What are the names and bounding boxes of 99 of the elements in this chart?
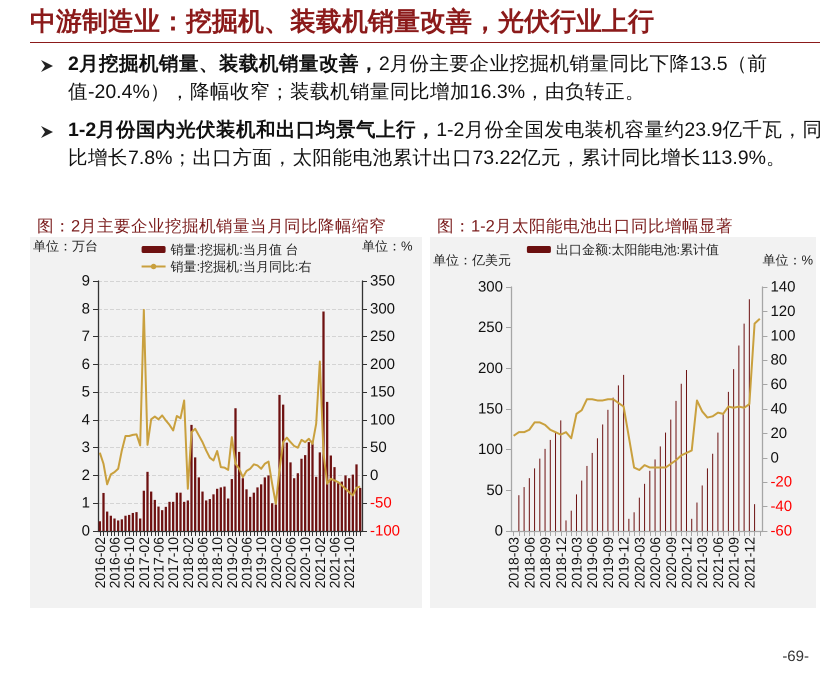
bar [110, 516, 112, 531]
y2-tick-label: -40 [770, 498, 792, 516]
y2-tick-label: 100 [770, 327, 796, 344]
x-tick-label: 2020-10 [297, 536, 314, 588]
y-tick-label: 9 [82, 272, 90, 290]
y2-tick-label: 0 [370, 466, 378, 484]
bar [348, 478, 350, 531]
y2-tick-label: 150 [370, 384, 396, 401]
y-axis-title: 单位：万台 [33, 238, 98, 254]
x-tick-label: 2019-03 [568, 536, 584, 588]
y2-tick-label: 250 [370, 328, 396, 346]
y-tick-label: 100 [478, 441, 503, 458]
y2-tick-label: 60 [770, 376, 788, 394]
x-tick-label: 2021-06 [710, 536, 726, 588]
bar [216, 488, 218, 531]
bar [161, 510, 164, 531]
y2-tick-label: 80 [770, 352, 788, 369]
x-tick-label: 2018-02 [180, 536, 196, 588]
y2-tick-label: -50 [370, 494, 392, 512]
bar [264, 477, 266, 531]
y-tick-label: 5 [82, 384, 90, 401]
x-tick-label: 2016-10 [121, 536, 138, 588]
y-tick-label: 50 [486, 482, 503, 499]
chart-title: 图：1-2月太阳能电池出口同比增幅显著 [437, 216, 733, 236]
y2-tick-label: 0 [770, 449, 779, 466]
bar [176, 492, 178, 531]
x-tick-label: 2017-02 [136, 536, 152, 588]
x-tick-label: 2018-10 [209, 536, 226, 588]
bar [128, 514, 130, 531]
y2-axis-title: 单位：% [762, 252, 814, 268]
y-tick-label: 4 [82, 411, 90, 428]
x-tick-label: 2020-06 [282, 536, 298, 588]
y2-tick-label: 100 [370, 411, 396, 428]
x-tick-label: 2019-06 [238, 536, 254, 588]
x-tick-label: 2019-12 [616, 536, 632, 588]
y2-tick-label: 50 [370, 439, 387, 456]
x-tick-label: 2021-02 [312, 536, 328, 588]
x-tick-label: 2016-02 [92, 536, 108, 588]
x-tick-label: 2020-02 [268, 536, 284, 588]
y-tick-label: 200 [478, 360, 503, 377]
x-tick-label: 2021-06 [326, 536, 342, 588]
x-tick-label: 2019-10 [253, 536, 270, 588]
x-tick-label: 2017-10 [165, 536, 182, 588]
x-tick-label: 2018-06 [521, 536, 538, 588]
x-tick-label: 2018-12 [552, 536, 569, 588]
line-series [98, 308, 362, 505]
x-tick-label: 2021-10 [341, 536, 358, 588]
y-tick-label: 3 [82, 439, 90, 456]
legend-label: 销量:挖掘机:当月同比:右 [170, 259, 312, 274]
bar [308, 442, 310, 531]
y2-tick-label: 200 [370, 356, 396, 373]
x-tick-label: 2018-06 [194, 536, 210, 588]
y-tick-label: 7 [82, 328, 90, 346]
x-tick-label: 2021-12 [741, 536, 758, 588]
y-tick-label: 1 [82, 494, 90, 512]
y-tick-label: 150 [478, 400, 503, 418]
y-tick-label: 0 [82, 522, 90, 540]
y2-tick-label: 140 [770, 278, 796, 296]
y-tick-label: 8 [82, 300, 90, 318]
chart-title: 图：2月主要企业挖掘机销量当月同比降幅缩窄 [37, 216, 386, 236]
x-tick-label: 2019-02 [224, 536, 240, 588]
legend-label: 销量:挖掘机:当月值 台 [170, 242, 298, 257]
y-tick-label: 6 [82, 356, 90, 373]
y-tick-label: 0 [494, 522, 503, 540]
bar [117, 520, 120, 531]
text: -69- [782, 648, 809, 665]
text: 1-2月份国内光伏装机和出口均景气上行， [68, 119, 436, 141]
y2-tick-label: -20 [770, 474, 792, 491]
y2-tick-label: -60 [770, 522, 792, 540]
y-tick-label: 2 [82, 466, 90, 484]
y2-tick-label: -100 [370, 522, 400, 540]
legend-label: 出口金额:太阳能电池:累计值 [556, 242, 720, 257]
x-tick-label: 2021-03 [694, 536, 710, 588]
y2-tick-label: 120 [770, 302, 796, 320]
y-axis-title: 单位：亿美元 [433, 252, 511, 268]
x-tick-label: 2020-03 [631, 536, 648, 588]
y2-tick-label: 20 [770, 424, 788, 442]
x-tick-label: 2018-09 [537, 536, 554, 588]
line-series [512, 318, 761, 471]
y2-axis-title: 单位：% [362, 238, 413, 254]
text: 2月挖掘机销量、装载机销量改善， [68, 53, 379, 75]
y2-tick-label: 40 [770, 400, 788, 418]
x-tick-label: 2021-09 [726, 536, 742, 588]
x-tick-label: 2019-09 [600, 536, 616, 588]
bar [120, 519, 123, 531]
y2-tick-label: 300 [370, 300, 396, 318]
x-tick-label: 2016-06 [106, 536, 122, 588]
x-tick-label: 2020-12 [678, 536, 694, 588]
bar [132, 512, 134, 531]
x-tick-label: 2020-09 [662, 536, 679, 588]
x-tick-label: 2019-06 [584, 536, 600, 588]
y2-tick-label: 350 [370, 272, 396, 290]
x-tick-label: 2018-03 [506, 536, 522, 588]
y-tick-label: 250 [478, 319, 503, 336]
x-tick-label: 2020-06 [647, 536, 664, 588]
y-tick-label: 300 [478, 278, 503, 296]
text: 中游制造业：挖掘机、装载机销量改善，光伏行业上行 [30, 5, 654, 38]
x-tick-label: 2017-06 [150, 536, 166, 588]
bar [220, 487, 222, 531]
